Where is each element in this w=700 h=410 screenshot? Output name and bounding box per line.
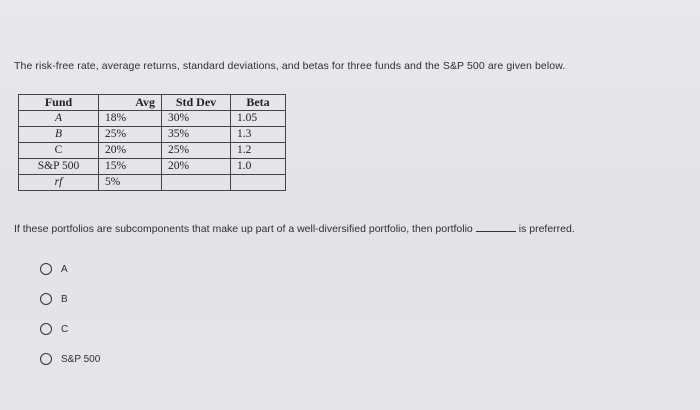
question-prompt: If these portfolios are subcomponents th… bbox=[14, 222, 575, 235]
option-b[interactable]: B bbox=[40, 284, 100, 314]
std-dev bbox=[161, 174, 231, 191]
avg-return: 20% bbox=[98, 142, 162, 159]
fund-name: rf bbox=[18, 174, 99, 191]
avg-return: 15% bbox=[98, 158, 162, 175]
beta: 1.3 bbox=[230, 126, 286, 143]
radio-circle-icon[interactable] bbox=[40, 323, 52, 335]
fund-name: B bbox=[18, 126, 99, 143]
fund-name: C bbox=[18, 142, 99, 159]
std-dev: 20% bbox=[161, 158, 231, 175]
header-avg: Avg bbox=[98, 94, 162, 111]
answer-blank bbox=[475, 222, 516, 232]
avg-return: 18% bbox=[98, 110, 162, 127]
table-header-row: Fund Avg Std Dev Beta bbox=[18, 94, 286, 111]
answer-options: A B C S&P 500 bbox=[40, 254, 100, 374]
beta: 1.05 bbox=[230, 110, 286, 127]
avg-return: 25% bbox=[98, 126, 162, 143]
option-label: B bbox=[61, 293, 68, 305]
std-dev: 25% bbox=[161, 142, 231, 159]
beta: 1.0 bbox=[230, 158, 286, 175]
option-label: C bbox=[61, 323, 69, 335]
header-fund: Fund bbox=[18, 94, 99, 111]
fund-name: A bbox=[18, 110, 99, 127]
radio-circle-icon[interactable] bbox=[40, 263, 52, 275]
table-row: B 25% 35% 1.3 bbox=[18, 126, 286, 143]
question-intro: The risk-free rate, average returns, sta… bbox=[14, 60, 566, 72]
table-row: C 20% 25% 1.2 bbox=[18, 142, 286, 159]
fund-name: S&P 500 bbox=[18, 158, 99, 175]
avg-return: 5% bbox=[98, 174, 162, 191]
std-dev: 35% bbox=[161, 126, 231, 143]
table-row: A 18% 30% 1.05 bbox=[18, 110, 286, 127]
option-label: S&P 500 bbox=[61, 353, 101, 365]
radio-circle-icon[interactable] bbox=[40, 293, 52, 305]
option-c[interactable]: C bbox=[40, 314, 100, 344]
radio-circle-icon[interactable] bbox=[40, 353, 52, 365]
beta bbox=[230, 174, 286, 191]
option-label: A bbox=[61, 263, 68, 275]
header-beta: Beta bbox=[230, 94, 286, 111]
beta: 1.2 bbox=[230, 142, 286, 159]
option-sp500[interactable]: S&P 500 bbox=[40, 344, 100, 374]
table-row: S&P 500 15% 20% 1.0 bbox=[18, 158, 286, 175]
prompt-text-after: is preferred. bbox=[518, 223, 575, 235]
prompt-text-before: If these portfolios are subcomponents th… bbox=[14, 223, 473, 235]
option-a[interactable]: A bbox=[40, 254, 100, 284]
fund-data-table: Fund Avg Std Dev Beta A 18% 30% 1.05 B 2… bbox=[18, 94, 286, 191]
table-row: rf 5% bbox=[18, 174, 286, 191]
header-std-dev: Std Dev bbox=[161, 94, 231, 111]
std-dev: 30% bbox=[161, 110, 231, 127]
